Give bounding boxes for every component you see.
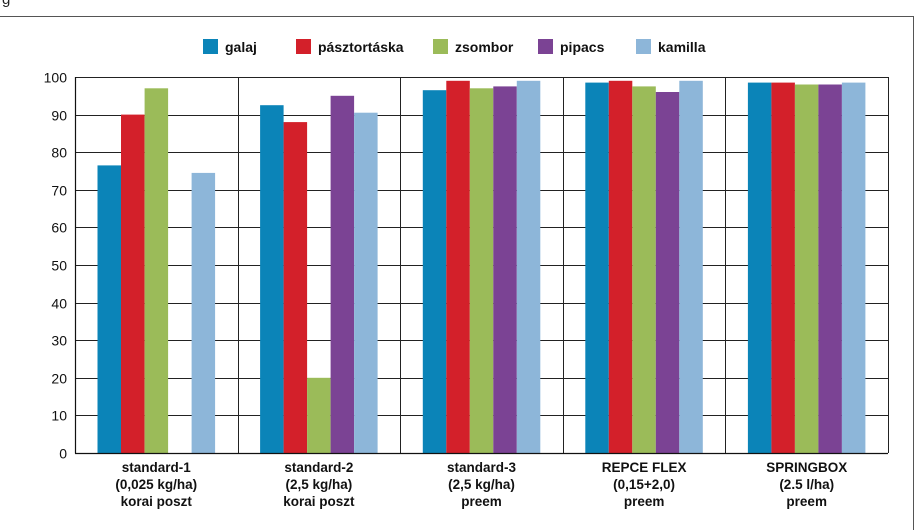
legend-label-zsombor: zsombor (455, 39, 514, 55)
bar-galaj-2 (422, 90, 447, 453)
bar-galaj-3 (585, 82, 609, 453)
x-category-label-0-line-0: standard-1 (122, 460, 192, 475)
x-category-label-4-line-2: preem (786, 494, 827, 509)
bar-kamilla-3 (679, 80, 703, 454)
x-category-label-1-line-2: korai poszt (283, 494, 355, 509)
bar-galaj-1 (260, 105, 284, 453)
x-category-label-0-line-1: (0,025 kg/ha) (115, 477, 197, 492)
x-category-label-1-line-1: (2,5 kg/ha) (286, 477, 353, 492)
cropped-top-text: g (2, 0, 10, 8)
bar-kamilla-4 (841, 82, 866, 453)
bar-pipacs-3 (655, 92, 680, 453)
bar-pásztortáska-0 (121, 114, 145, 453)
bar-pásztortáska-4 (771, 82, 795, 453)
x-category-label-4-line-0: SPRINGBOX (766, 460, 847, 475)
y-tick-label-60: 60 (51, 220, 67, 236)
legend-swatch-kamilla (636, 39, 651, 54)
legend-label-pásztortáska: pásztortáska (318, 39, 404, 55)
chart-legend: galaj pásztortáska zsombor pipacs kamilla (203, 39, 706, 55)
x-axis-category-labels: standard-1 (0,025 kg/ha) korai poszt standa… (115, 460, 847, 509)
bar-pásztortáska-1 (283, 122, 308, 453)
chart-axes (74, 77, 888, 455)
y-tick-label-40: 40 (51, 296, 67, 312)
bar-kamilla-0 (191, 172, 216, 453)
x-category-label-0-line-2: korai poszt (121, 494, 193, 509)
bar-kamilla-2 (516, 80, 541, 454)
chart-bars (97, 80, 866, 454)
legend-swatch-galaj (203, 39, 218, 54)
y-tick-label-70: 70 (51, 183, 67, 199)
bar-zsombor-3 (632, 86, 656, 454)
y-tick-label-20: 20 (51, 371, 67, 387)
legend-swatch-zsombor (433, 39, 448, 54)
y-tick-label-90: 90 (51, 108, 67, 124)
bar-pásztortáska-3 (608, 80, 633, 454)
legend-label-kamilla: kamilla (658, 39, 706, 55)
bar-zsombor-0 (144, 88, 169, 454)
x-category-label-2-line-0: standard-3 (447, 460, 517, 475)
y-tick-label-100: 100 (44, 70, 68, 86)
y-tick-label-30: 30 (51, 333, 67, 349)
x-category-label-3-line-1: (0,15+2,0) (613, 477, 675, 492)
bar-zsombor-2 (469, 88, 494, 454)
x-category-label-4-line-1: (2.5 l/ha) (779, 477, 834, 492)
y-tick-label-80: 80 (51, 145, 67, 161)
x-category-label-3-line-0: REPCE FLEX (602, 460, 687, 475)
x-category-label-2-line-2: preem (461, 494, 502, 509)
bar-zsombor-1 (307, 377, 331, 453)
bar-galaj-4 (747, 82, 772, 453)
x-category-label-3-line-2: preem (624, 494, 665, 509)
legend-swatch-pipacs (538, 39, 553, 54)
bar-pipacs-1 (330, 95, 355, 454)
y-tick-label-0: 0 (59, 446, 67, 462)
y-axis-tick-labels: 0 10 20 30 40 50 60 70 80 90 100 (44, 70, 68, 462)
bar-galaj-0 (97, 165, 121, 453)
bar-kamilla-1 (354, 112, 378, 453)
legend-swatch-pásztortáska (296, 39, 311, 54)
y-tick-label-50: 50 (51, 258, 67, 274)
x-category-label-2-line-1: (2,5 kg/ha) (448, 477, 515, 492)
legend-label-galaj: galaj (225, 39, 257, 55)
y-tick-label-10: 10 (51, 408, 67, 424)
x-category-label-1-line-0: standard-2 (284, 460, 353, 475)
bar-pásztortáska-2 (446, 80, 470, 454)
bar-pipacs-4 (818, 84, 842, 453)
bar-zsombor-4 (794, 84, 819, 453)
legend-label-pipacs: pipacs (560, 39, 605, 55)
bar-pipacs-2 (493, 86, 517, 454)
